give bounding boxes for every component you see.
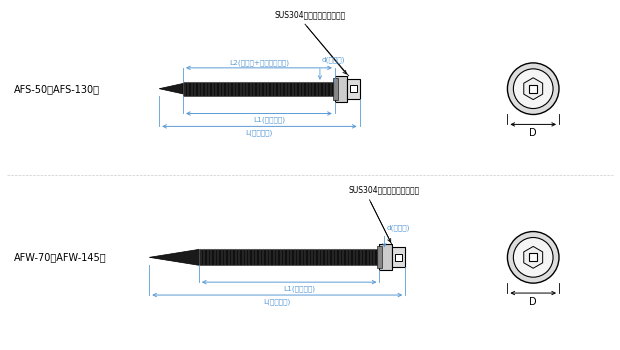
Text: L2(ドリル+不完全ネジ部): L2(ドリル+不完全ネジ部) (229, 59, 289, 66)
Bar (333, 78, 338, 100)
Circle shape (513, 238, 553, 277)
Bar (347, 79, 360, 99)
Polygon shape (524, 246, 542, 268)
Polygon shape (159, 84, 183, 94)
Text: L1(ネジ長さ): L1(ネジ長さ) (253, 117, 285, 123)
Text: SUS304シール材ネオプレン: SUS304シール材ネオプレン (349, 186, 420, 195)
Text: AFS-50～AFS-130用: AFS-50～AFS-130用 (14, 84, 100, 94)
Bar (183, 82, 335, 96)
Bar (379, 244, 392, 270)
Text: AFW-70～AFW-145用: AFW-70～AFW-145用 (14, 252, 107, 262)
Bar (396, 254, 402, 261)
Bar (529, 85, 537, 93)
Polygon shape (524, 78, 542, 100)
Text: L(首下長さ): L(首下長さ) (246, 130, 273, 136)
Text: L(首下長さ): L(首下長さ) (264, 298, 291, 304)
Bar (335, 76, 347, 102)
Bar (378, 246, 383, 268)
Text: D: D (529, 297, 537, 307)
Bar (529, 253, 537, 261)
Text: L1(ネジ長さ): L1(ネジ長さ) (283, 285, 315, 292)
Polygon shape (149, 250, 199, 265)
Circle shape (507, 232, 559, 283)
Bar (392, 247, 405, 267)
Circle shape (507, 63, 559, 114)
Text: d(ネジ径): d(ネジ径) (322, 56, 345, 63)
Text: d(ネジ径): d(ネジ径) (386, 224, 410, 231)
Circle shape (513, 69, 553, 108)
Text: D: D (529, 128, 537, 138)
Bar (350, 85, 356, 92)
Bar (199, 250, 379, 265)
Text: SUS304シール材ネオプレン: SUS304シール材ネオプレン (275, 10, 345, 19)
